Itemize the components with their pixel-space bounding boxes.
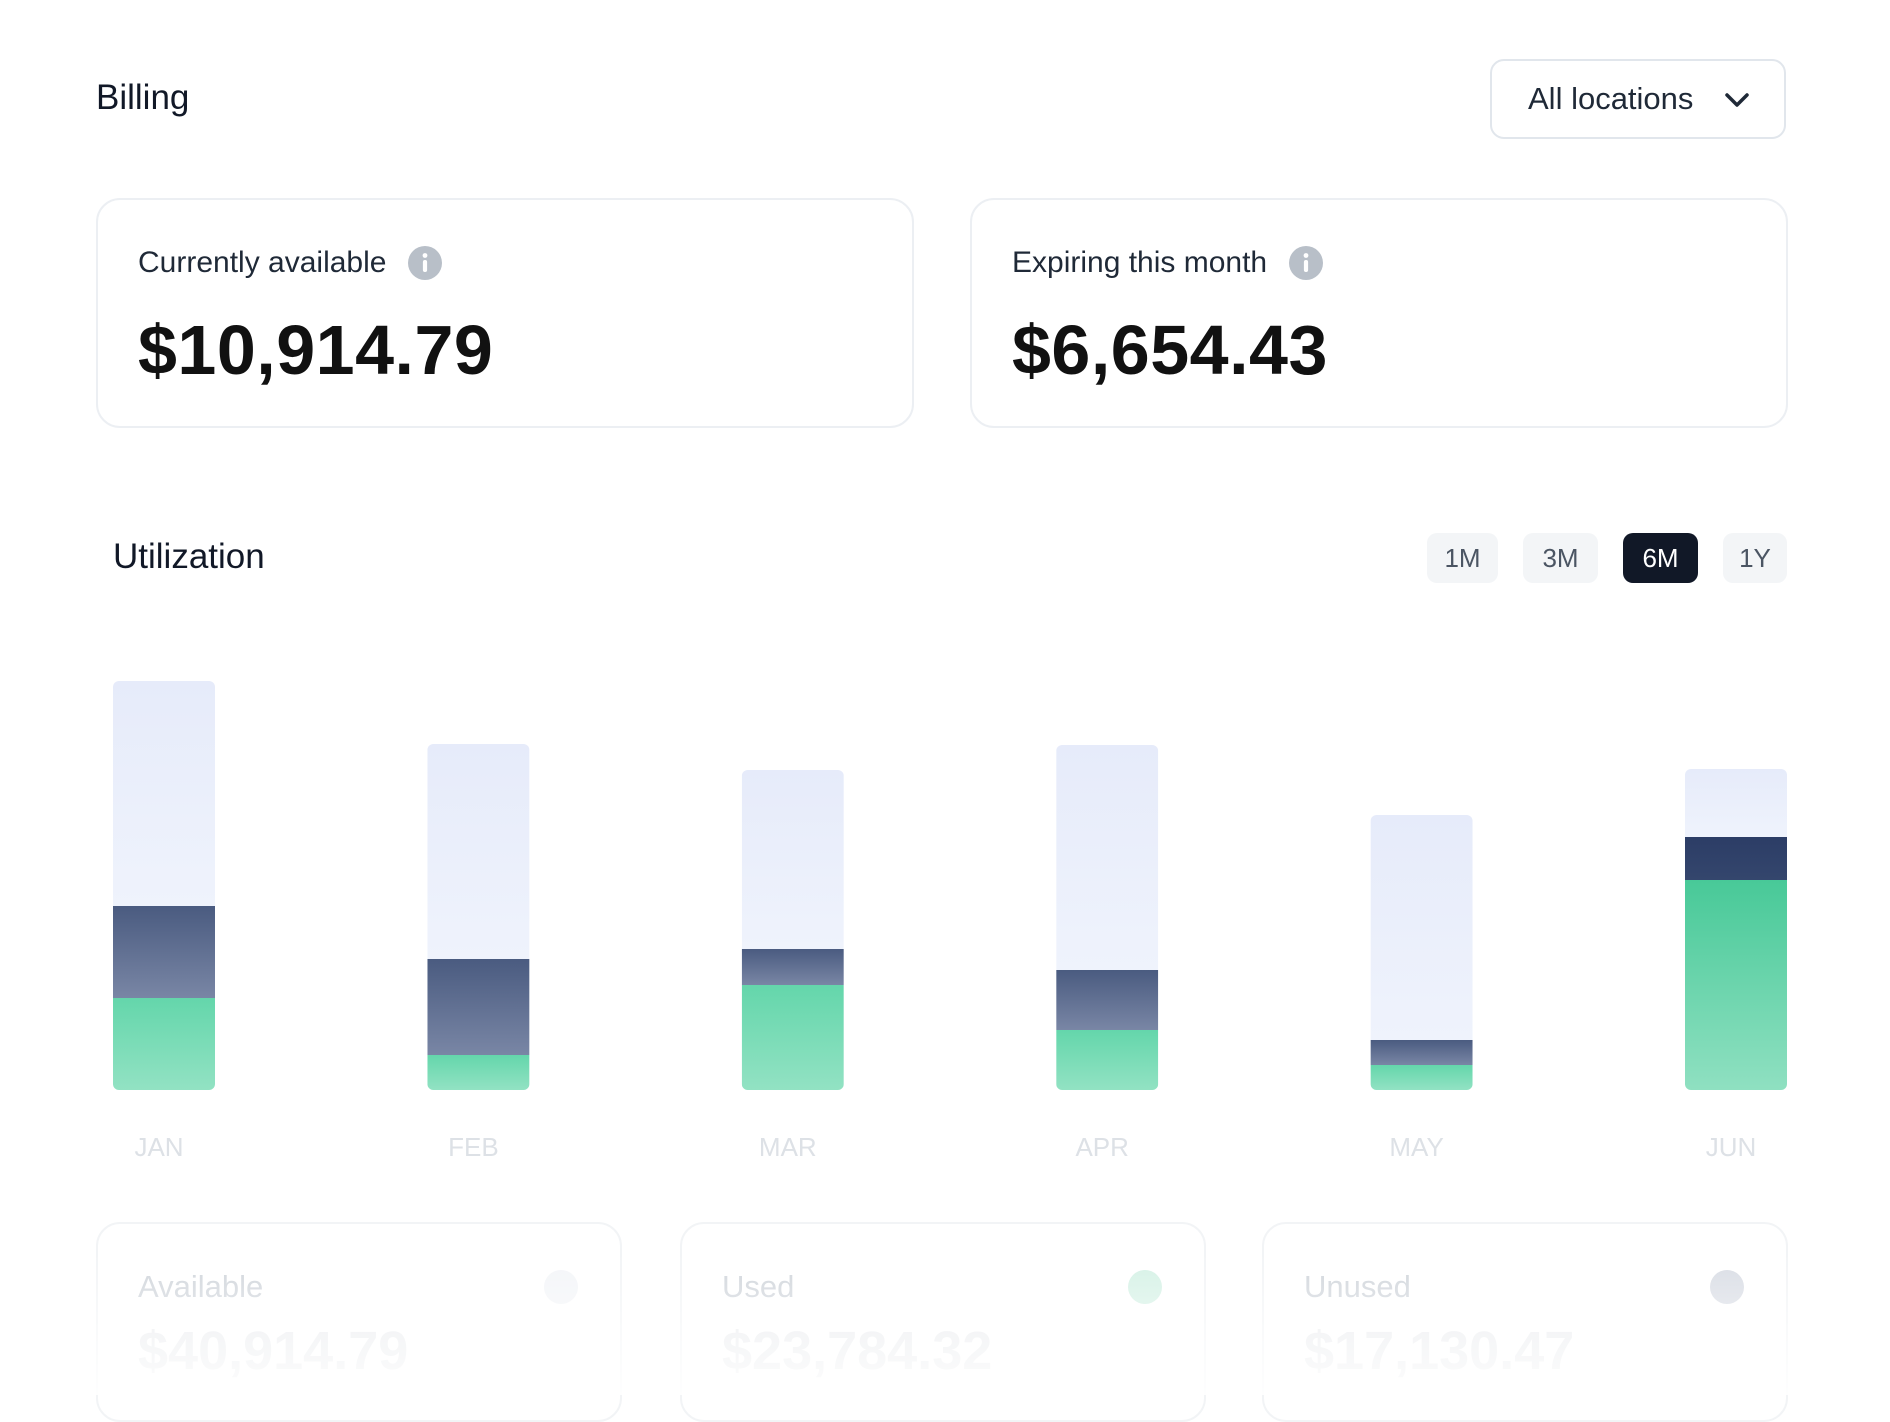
range-button-3m[interactable]: 3M [1523, 533, 1598, 583]
legend-value-available: $40,914.79 [138, 1321, 409, 1381]
range-button-1y[interactable]: 1Y [1723, 533, 1787, 583]
bar-segment-unused-jan [113, 906, 215, 998]
x-tick-label-jan: JAN [134, 1132, 183, 1162]
location-select-value: All locations [1528, 81, 1694, 116]
bar-segment-available-apr [1056, 745, 1159, 970]
info-icon[interactable] [408, 246, 443, 280]
bar-segment-unused-may [1370, 1040, 1473, 1065]
bar-segment-used-mar [741, 985, 844, 1090]
bar-segment-used-may [1370, 1065, 1473, 1090]
x-tick-label-jun: JUN [1706, 1132, 1757, 1162]
bar-segment-used-feb [427, 1055, 530, 1090]
x-tick-label-apr: APR [1075, 1132, 1128, 1162]
bar-segment-used-jun [1685, 880, 1787, 1090]
legend-dot-used [1128, 1270, 1162, 1304]
legend-dot-available [544, 1270, 578, 1304]
currently-available-label: Currently available [138, 246, 387, 279]
bar-segment-available-jun [1685, 769, 1787, 837]
bar-segment-available-jan [113, 681, 215, 906]
bar-segment-unused-feb [427, 959, 530, 1055]
currently-available-card: Currently available $10,914.79 [96, 198, 914, 428]
range-button-1m[interactable]: 1M [1427, 533, 1498, 583]
bar-jun[interactable] [1685, 769, 1787, 1090]
expiring-this-month-value: $6,654.43 [1012, 311, 1328, 389]
page-title: Billing [96, 78, 190, 117]
range-button-6m[interactable]: 6M [1623, 533, 1698, 583]
legend-dot-unused [1710, 1270, 1744, 1304]
bar-may[interactable] [1370, 815, 1473, 1090]
bar-feb[interactable] [427, 744, 530, 1090]
location-select[interactable]: All locations [1490, 59, 1786, 139]
legend-card-available: Available $40,914.79 [96, 1222, 622, 1422]
legend-value-unused: $17,130.47 [1304, 1321, 1575, 1381]
x-tick-label-feb: FEB [448, 1132, 499, 1162]
bar-segment-available-feb [427, 744, 530, 959]
legend-label-unused: Unused [1304, 1269, 1411, 1304]
chevron-down-icon [1725, 93, 1749, 107]
expiring-this-month-card: Expiring this month $6,654.43 [970, 198, 1788, 428]
bar-segment-unused-jun [1685, 837, 1787, 880]
legend-label-available: Available [138, 1269, 264, 1304]
bar-mar[interactable] [741, 770, 844, 1090]
x-tick-label-may: MAY [1389, 1132, 1443, 1162]
utilization-title: Utilization [113, 537, 265, 576]
legend-value-used: $23,784.32 [722, 1321, 993, 1381]
bar-jan[interactable] [113, 681, 215, 1090]
bar-segment-available-mar [741, 770, 844, 949]
bar-segment-unused-apr [1056, 970, 1159, 1030]
expiring-this-month-label: Expiring this month [1012, 246, 1268, 279]
legend-label-used: Used [722, 1269, 795, 1304]
info-icon[interactable] [1289, 246, 1324, 280]
legend-card-used: Used $23,784.32 [680, 1222, 1206, 1422]
currently-available-value: $10,914.79 [138, 311, 494, 389]
bar-segment-used-apr [1056, 1030, 1159, 1090]
legend-card-unused: Unused $17,130.47 [1262, 1222, 1788, 1422]
bar-apr[interactable] [1056, 745, 1159, 1090]
bar-segment-used-jan [113, 998, 215, 1090]
x-tick-label-mar: MAR [759, 1132, 817, 1162]
bar-segment-available-may [1370, 815, 1473, 1040]
bar-segment-unused-mar [741, 949, 844, 985]
